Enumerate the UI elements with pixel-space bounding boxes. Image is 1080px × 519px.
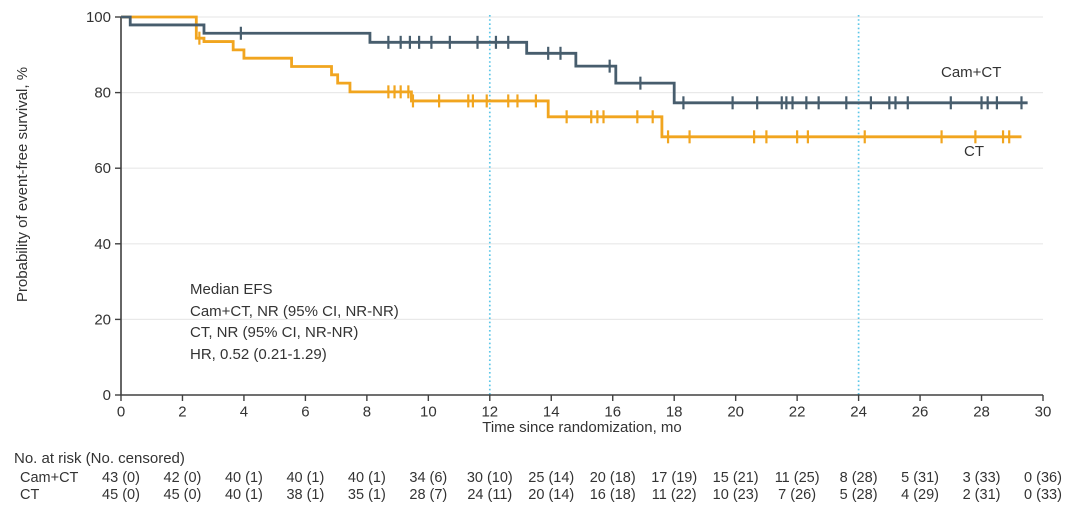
- risk-cell: 5 (28): [839, 487, 878, 503]
- y-tick-label: 0: [103, 387, 111, 404]
- curve-label-cam-ct: Cam+CT: [941, 64, 1002, 81]
- risk-cell: 40 (1): [224, 487, 263, 503]
- x-tick-label: 30: [1035, 403, 1052, 420]
- x-tick-label: 2: [178, 403, 186, 420]
- km-curve-ct: [121, 15, 1022, 139]
- risk-cell: 10 (23): [712, 487, 759, 503]
- x-tick-label: 24: [850, 403, 867, 420]
- risk-cell: 8 (28): [839, 470, 878, 486]
- risk-cell: 0 (36): [1024, 470, 1062, 486]
- y-tick-label: 60: [94, 160, 111, 177]
- risk-cell: 7 (26): [778, 487, 817, 503]
- risk-cell: 20 (18): [589, 470, 636, 486]
- risk-cell: 24 (11): [467, 487, 513, 503]
- x-tick-label: 28: [973, 403, 990, 420]
- x-tick-label: 14: [543, 403, 560, 420]
- risk-cell: 15 (21): [712, 470, 759, 486]
- risk-cell: 0 (33): [1024, 487, 1062, 503]
- annotation-line-camct: Cam+CT, NR (95% CI, NR-NR): [190, 302, 399, 320]
- x-tick-label: 10: [420, 403, 437, 420]
- x-tick-label: 18: [666, 403, 683, 420]
- risk-cell: 38 (1): [286, 487, 325, 503]
- risk-cell: 11 (25): [774, 470, 820, 486]
- risk-table-header: No. at risk (No. censored): [14, 450, 185, 467]
- risk-cell: 17 (19): [651, 470, 698, 486]
- risk-cell: 20 (14): [528, 487, 575, 503]
- y-tick-label: 40: [94, 236, 111, 253]
- y-tick-label: 20: [94, 311, 111, 328]
- x-tick-label: 16: [604, 403, 621, 420]
- risk-cell: 45 (0): [163, 487, 202, 503]
- risk-cell: 40 (1): [224, 470, 263, 486]
- risk-row-label: CT: [20, 487, 40, 503]
- annotation-line-median: Median EFS: [190, 281, 273, 298]
- risk-cell: 30 (10): [466, 470, 513, 486]
- risk-cell: 5 (31): [901, 470, 939, 486]
- risk-cell: 16 (18): [589, 487, 636, 503]
- x-tick-label: 8: [363, 403, 371, 420]
- annotation-line-ct: CT, NR (95% CI, NR-NR): [190, 324, 359, 341]
- x-tick-label: 20: [727, 403, 744, 420]
- risk-cell: 40 (1): [286, 470, 325, 486]
- risk-cell: 2 (31): [962, 487, 1001, 503]
- curve-label-ct: CT: [964, 143, 984, 160]
- x-axis-title: Time since randomization, mo: [482, 419, 682, 436]
- risk-row-label: Cam+CT: [20, 470, 79, 486]
- risk-cell: 4 (29): [901, 487, 939, 503]
- x-tick-label: 12: [481, 403, 498, 420]
- annotation-line-hr: HR, 0.52 (0.21-1.29): [190, 345, 327, 363]
- risk-cell: 34 (6): [409, 470, 448, 486]
- x-tick-label: 26: [912, 403, 929, 420]
- risk-cell: 35 (1): [347, 487, 386, 503]
- risk-cell: 3 (33): [962, 470, 1001, 486]
- risk-cell: 25 (14): [528, 470, 575, 486]
- x-tick-label: 22: [789, 403, 806, 420]
- y-axis-title: Probability of event-free survival, %: [14, 66, 31, 303]
- risk-cell: 28 (7): [409, 487, 448, 503]
- y-tick-label: 80: [94, 85, 111, 102]
- y-tick-label: 100: [86, 9, 111, 26]
- km-curve-cam-ct: [121, 15, 1028, 105]
- risk-cell: 45 (0): [102, 487, 140, 503]
- risk-cell: 42 (0): [163, 470, 202, 486]
- median-efs-annotation: Median EFS Cam+CT, NR (95% CI, NR-NR) CT…: [190, 279, 399, 365]
- risk-cell: 40 (1): [347, 470, 386, 486]
- risk-cell: 11 (22): [651, 487, 697, 503]
- x-tick-label: 6: [301, 403, 309, 420]
- risk-cell: 43 (0): [102, 470, 140, 486]
- x-tick-label: 4: [240, 403, 248, 420]
- x-tick-label: 0: [117, 403, 125, 420]
